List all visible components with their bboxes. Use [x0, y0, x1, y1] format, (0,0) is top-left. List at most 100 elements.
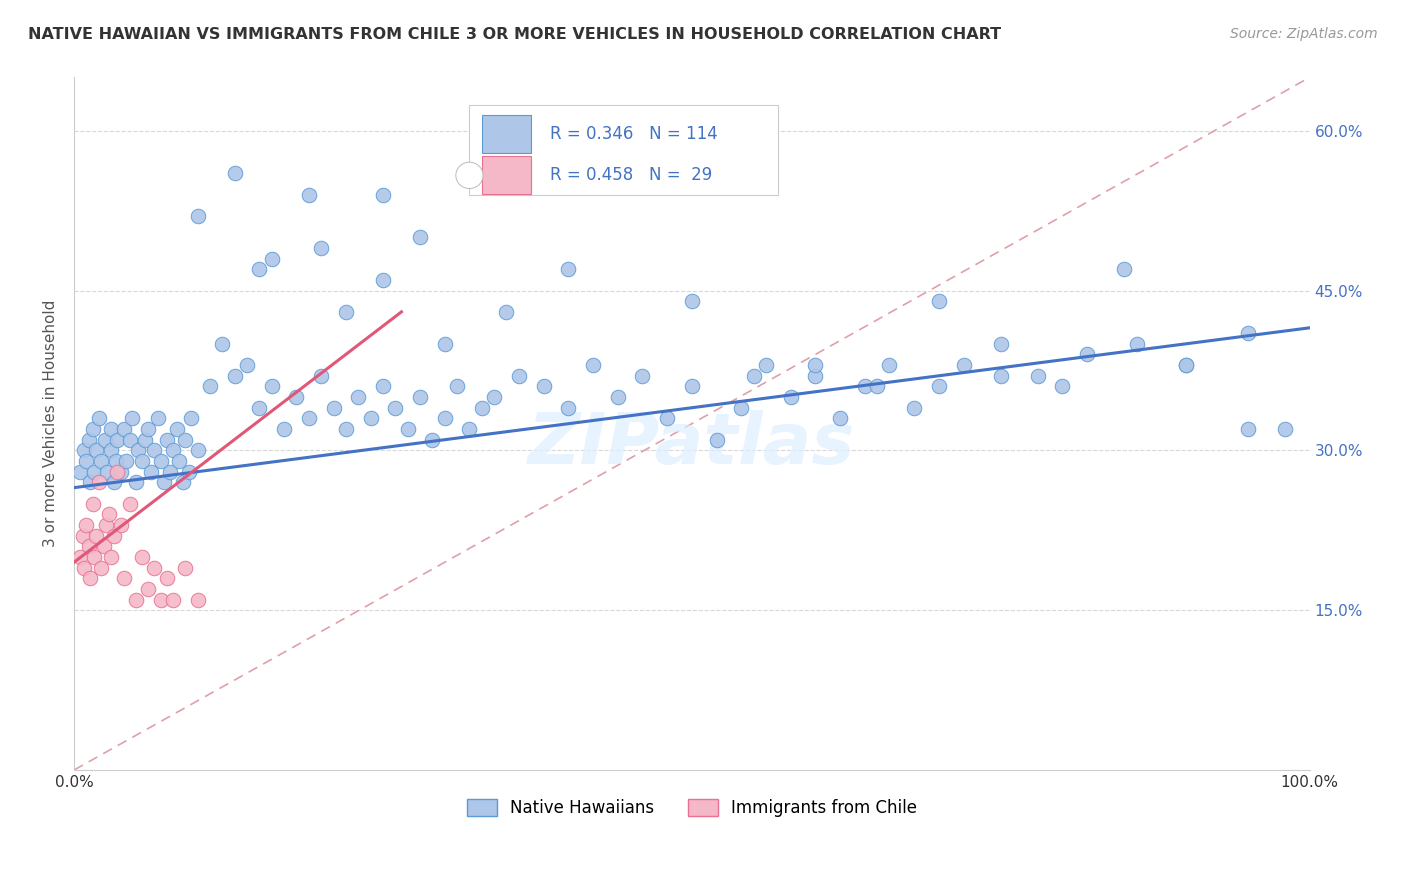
- Point: [180, 411, 202, 425]
- Point: [224, 368, 246, 383]
- Point: [177, 465, 200, 479]
- Text: R = 0.458   N =  29: R = 0.458 N = 29: [550, 167, 711, 185]
- Point: [86, 443, 108, 458]
- Text: NATIVE HAWAIIAN VS IMMIGRANTS FROM CHILE 3 OR MORE VEHICLES IN HOUSEHOLD CORRELA: NATIVE HAWAIIAN VS IMMIGRANTS FROM CHILE…: [28, 27, 1001, 42]
- Point: [77, 539, 100, 553]
- Point: [153, 475, 176, 490]
- Point: [458, 422, 481, 436]
- Point: [198, 379, 221, 393]
- Point: [149, 454, 172, 468]
- Text: Source: ZipAtlas.com: Source: ZipAtlas.com: [1230, 27, 1378, 41]
- FancyBboxPatch shape: [470, 105, 779, 195]
- Point: [146, 411, 169, 425]
- Y-axis label: 3 or more Vehicles in Household: 3 or more Vehicles in Household: [44, 300, 58, 548]
- Point: [990, 368, 1012, 383]
- Point: [433, 336, 456, 351]
- Point: [804, 358, 827, 372]
- Point: [371, 273, 394, 287]
- Point: [273, 422, 295, 436]
- Point: [136, 422, 159, 436]
- Point: [127, 443, 149, 458]
- Point: [172, 475, 194, 490]
- Point: [90, 454, 112, 468]
- Point: [86, 528, 108, 542]
- Point: [69, 465, 91, 479]
- Point: [409, 390, 432, 404]
- Point: [285, 390, 308, 404]
- Point: [143, 560, 166, 574]
- Point: [83, 465, 105, 479]
- Point: [952, 358, 974, 372]
- Point: [174, 560, 197, 574]
- Point: [105, 454, 128, 468]
- Point: [187, 592, 209, 607]
- Point: [100, 549, 122, 564]
- Point: [309, 368, 332, 383]
- Point: [87, 411, 110, 425]
- Point: [853, 379, 876, 393]
- Point: [371, 187, 394, 202]
- Point: [508, 368, 530, 383]
- Point: [866, 379, 889, 393]
- Point: [706, 433, 728, 447]
- Point: [118, 497, 141, 511]
- Point: [309, 241, 332, 255]
- Point: [131, 454, 153, 468]
- Text: R = 0.346   N = 114: R = 0.346 N = 114: [550, 125, 717, 143]
- Point: [396, 422, 419, 436]
- Point: [1274, 422, 1296, 436]
- Point: [533, 379, 555, 393]
- Point: [77, 433, 100, 447]
- Point: [260, 379, 283, 393]
- Point: [149, 592, 172, 607]
- Point: [446, 379, 468, 393]
- Point: [433, 411, 456, 425]
- Point: [103, 528, 125, 542]
- Point: [97, 508, 120, 522]
- Point: [582, 358, 605, 372]
- Point: [100, 422, 122, 436]
- Point: [211, 336, 233, 351]
- Point: [631, 368, 654, 383]
- Point: [125, 592, 148, 607]
- Point: [298, 411, 321, 425]
- Bar: [482, 115, 531, 153]
- Point: [105, 465, 128, 479]
- Point: [136, 582, 159, 596]
- Point: [360, 411, 382, 425]
- Point: [87, 475, 110, 490]
- Point: [1052, 379, 1074, 393]
- Point: [105, 433, 128, 447]
- Point: [260, 252, 283, 266]
- Point: [73, 443, 96, 458]
- Point: [82, 497, 104, 511]
- Point: [112, 422, 135, 436]
- Point: [73, 560, 96, 574]
- Point: [75, 454, 97, 468]
- Point: [1076, 347, 1098, 361]
- Point: [247, 262, 270, 277]
- Point: [187, 209, 209, 223]
- Point: [96, 465, 118, 479]
- Point: [121, 411, 143, 425]
- Point: [422, 433, 444, 447]
- Point: [298, 187, 321, 202]
- Point: [156, 433, 179, 447]
- Point: [779, 390, 801, 404]
- Point: [96, 517, 118, 532]
- Point: [1236, 326, 1258, 340]
- Point: [134, 433, 156, 447]
- Point: [804, 368, 827, 383]
- Point: [322, 401, 344, 415]
- Point: [159, 465, 181, 479]
- Point: [69, 549, 91, 564]
- Point: [1175, 358, 1198, 372]
- Point: [174, 433, 197, 447]
- Point: [1125, 336, 1147, 351]
- Point: [879, 358, 901, 372]
- Point: [115, 454, 138, 468]
- Point: [72, 528, 94, 542]
- Point: [90, 560, 112, 574]
- Point: [125, 475, 148, 490]
- Point: [347, 390, 370, 404]
